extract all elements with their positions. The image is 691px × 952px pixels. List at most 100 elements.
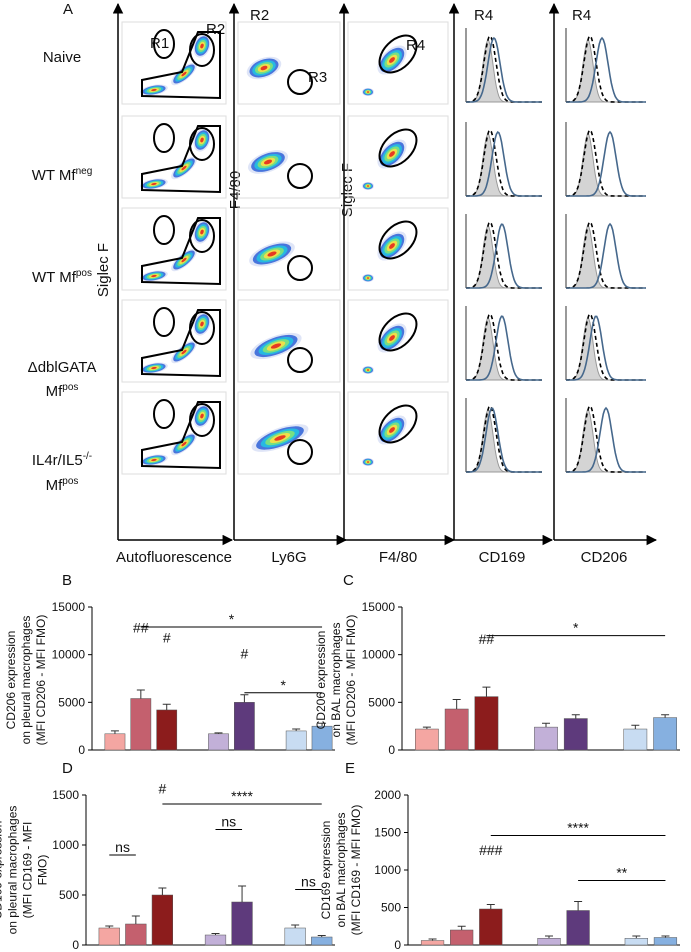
bar: [623, 728, 648, 751]
bar: [311, 936, 333, 946]
error-bar: [136, 689, 145, 699]
control-line: [465, 220, 542, 289]
row-label-sup: -/-: [83, 451, 92, 462]
density: [366, 185, 370, 187]
y-tick-label: 15000: [362, 600, 396, 614]
stain-line: [566, 222, 646, 289]
y-tick-label: 1500: [374, 826, 401, 840]
error-bar: [110, 730, 119, 734]
row-label: Naive: [43, 49, 81, 66]
y-tick-label: 500: [381, 901, 401, 915]
density: [389, 151, 395, 157]
y-axis-title: on BAL macrophages: [329, 623, 343, 738]
row-label-sup: pos: [62, 476, 78, 487]
plot-frame: [347, 299, 449, 383]
error-bar: [292, 728, 301, 731]
x-axis-label: F4/80: [379, 549, 417, 566]
density: [151, 274, 157, 278]
bar: [653, 717, 677, 751]
bar: [104, 733, 126, 751]
significance-label: *: [280, 677, 286, 693]
significance-label: ns: [115, 839, 130, 855]
gate: [153, 215, 175, 245]
density: [181, 349, 187, 355]
bar: [563, 718, 588, 751]
y-axis-title: CD169 expression: [0, 821, 5, 920]
control-line: [465, 34, 542, 103]
y-axis-title: FMO): [36, 855, 50, 886]
bar: [156, 709, 178, 751]
y-axis-title: (MFI CD206 - MFI FMO): [34, 615, 48, 746]
error-bar: [105, 925, 114, 928]
error-bar: [571, 714, 580, 719]
plot-frame: [237, 115, 341, 199]
y-axis-title: CD206 expression: [314, 631, 328, 730]
significance-label: ###: [479, 842, 503, 858]
gate: [378, 34, 418, 74]
gate: [287, 347, 313, 373]
row-label-text: WT Mf: [32, 269, 77, 286]
y-tick-label: 0: [394, 938, 401, 952]
plot-frame: [121, 391, 227, 475]
gate-label: R1: [150, 35, 169, 52]
stain-line: [466, 131, 542, 197]
stain-line: [566, 315, 646, 381]
error-bar: [428, 938, 437, 941]
plot-frame: [347, 21, 449, 105]
row-label-text: IL4r/IL5: [32, 452, 83, 469]
density: [151, 88, 157, 92]
significance-label: **: [616, 865, 627, 881]
y-axis-label: F4/80: [227, 171, 244, 209]
row-label-text: Mf: [46, 383, 63, 400]
panel-label: A: [63, 1, 73, 18]
y-axis-title: on pleural macrophages: [19, 616, 33, 745]
panel-label: E: [345, 760, 355, 777]
y-tick-label: 2000: [374, 788, 401, 802]
density: [389, 427, 395, 433]
bar: [653, 937, 678, 946]
significance-label: ##: [133, 620, 149, 636]
plot-frame: [237, 299, 341, 383]
error-bar: [317, 935, 326, 937]
gate: [141, 217, 221, 286]
significance-label: *: [573, 620, 579, 636]
bar: [125, 923, 147, 946]
bar: [474, 696, 499, 751]
error-bar: [457, 925, 466, 930]
row-label: WT Mfneg: [32, 166, 93, 184]
gate: [153, 399, 175, 429]
density: [263, 159, 273, 165]
density: [389, 243, 395, 249]
density: [366, 277, 370, 279]
significance-label: #: [240, 645, 248, 661]
stain-line: [566, 130, 646, 197]
x-axis-label: Ly6G: [271, 549, 306, 566]
gate: [287, 439, 313, 465]
row-label-text: Naive: [43, 49, 81, 66]
bar: [284, 927, 306, 946]
density: [200, 321, 204, 327]
row-label-text: WT Mf: [32, 167, 77, 184]
y-tick-label: 5000: [58, 695, 85, 709]
y-tick-label: 5000: [368, 695, 395, 709]
density: [181, 165, 187, 171]
density: [389, 335, 395, 341]
bar: [130, 698, 152, 751]
panel-label: C: [343, 572, 354, 589]
plot-frame: [121, 115, 227, 199]
y-tick-label: 1000: [52, 838, 79, 852]
error-bar: [422, 726, 431, 730]
bar: [450, 929, 474, 946]
y-tick-label: 15000: [52, 600, 86, 614]
bar: [537, 938, 561, 946]
bar: [444, 708, 469, 751]
error-bar: [486, 904, 495, 909]
error-bar: [162, 703, 171, 710]
significance-label: ns: [301, 874, 316, 890]
density: [366, 461, 370, 463]
significance-label: ****: [567, 820, 589, 836]
error-bar: [574, 901, 583, 911]
y-tick-label: 10000: [52, 648, 86, 662]
gate: [287, 255, 313, 281]
error-bar: [318, 722, 327, 727]
